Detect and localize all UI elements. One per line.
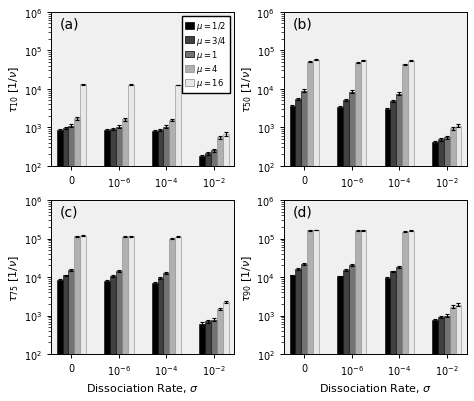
Y-axis label: $\tau_{90}$ [1/$\nu$]: $\tau_{90}$ [1/$\nu$]	[240, 254, 254, 301]
Bar	[110, 130, 116, 401]
Bar	[337, 108, 343, 401]
Bar	[164, 127, 169, 401]
Bar	[396, 94, 402, 401]
Bar	[355, 231, 361, 401]
Bar	[307, 63, 313, 401]
Bar	[157, 278, 164, 401]
Bar	[456, 305, 461, 401]
Bar	[432, 320, 438, 401]
Bar	[175, 237, 181, 401]
Bar	[408, 62, 414, 401]
Bar	[307, 231, 313, 401]
Bar	[205, 154, 211, 401]
Bar	[217, 309, 223, 401]
Text: (a): (a)	[60, 17, 80, 31]
Bar	[384, 110, 391, 401]
Bar	[337, 277, 343, 401]
Bar	[313, 230, 319, 401]
Bar	[290, 276, 295, 401]
Bar	[57, 131, 63, 401]
Y-axis label: $\tau_{10}$ [1/$\nu$]: $\tau_{10}$ [1/$\nu$]	[7, 66, 21, 113]
Bar	[128, 237, 134, 401]
Bar	[295, 269, 301, 401]
Bar	[116, 272, 122, 401]
Bar	[349, 92, 355, 401]
Bar	[391, 102, 396, 401]
Bar	[223, 134, 228, 401]
Bar	[396, 267, 402, 401]
Y-axis label: $\tau_{50}$ [1/$\nu$]: $\tau_{50}$ [1/$\nu$]	[240, 66, 254, 113]
Bar	[199, 157, 205, 401]
Bar	[444, 316, 450, 401]
Bar	[80, 236, 86, 401]
Bar	[438, 140, 444, 401]
Bar	[456, 126, 461, 401]
Bar	[80, 85, 86, 401]
Legend: $\mu = 1/2$, $\mu = 3/4$, $\mu = 1$, $\mu = 4$, $\mu = 16$: $\mu = 1/2$, $\mu = 3/4$, $\mu = 1$, $\m…	[182, 17, 230, 93]
Bar	[116, 127, 122, 401]
Bar	[361, 231, 366, 401]
Bar	[438, 317, 444, 401]
Bar	[104, 131, 110, 401]
Bar	[110, 277, 116, 401]
Bar	[402, 65, 408, 401]
Bar	[169, 239, 175, 401]
Bar	[343, 270, 349, 401]
Bar	[128, 85, 134, 401]
Bar	[68, 271, 74, 401]
Bar	[295, 99, 301, 401]
Bar	[450, 307, 456, 401]
Bar	[152, 132, 157, 401]
Bar	[355, 64, 361, 401]
Bar	[199, 324, 205, 401]
Bar	[450, 129, 456, 401]
Bar	[402, 232, 408, 401]
Bar	[175, 86, 181, 401]
Text: (b): (b)	[293, 17, 313, 31]
X-axis label: Dissociation Rate, $\sigma$: Dissociation Rate, $\sigma$	[319, 381, 432, 394]
Bar	[349, 265, 355, 401]
Bar	[361, 61, 366, 401]
Bar	[164, 273, 169, 401]
Bar	[408, 231, 414, 401]
Bar	[384, 278, 391, 401]
Y-axis label: $\tau_{75}$ [1/$\nu$]: $\tau_{75}$ [1/$\nu$]	[7, 254, 21, 301]
Bar	[104, 281, 110, 401]
Bar	[205, 322, 211, 401]
Bar	[211, 320, 217, 401]
Bar	[432, 142, 438, 401]
Text: (c): (c)	[60, 205, 79, 219]
Bar	[301, 264, 307, 401]
X-axis label: Dissociation Rate, $\sigma$: Dissociation Rate, $\sigma$	[86, 381, 199, 394]
Bar	[313, 61, 319, 401]
Bar	[122, 237, 128, 401]
Bar	[343, 101, 349, 401]
Bar	[211, 151, 217, 401]
Bar	[152, 284, 157, 401]
Bar	[68, 126, 74, 401]
Bar	[63, 276, 68, 401]
Text: (d): (d)	[293, 205, 313, 219]
Bar	[223, 302, 228, 401]
Bar	[301, 91, 307, 401]
Bar	[57, 280, 63, 401]
Bar	[63, 129, 68, 401]
Bar	[122, 120, 128, 401]
Bar	[169, 121, 175, 401]
Bar	[74, 119, 80, 401]
Bar	[74, 237, 80, 401]
Bar	[391, 272, 396, 401]
Bar	[157, 130, 164, 401]
Bar	[217, 138, 223, 401]
Bar	[444, 138, 450, 401]
Bar	[290, 107, 295, 401]
